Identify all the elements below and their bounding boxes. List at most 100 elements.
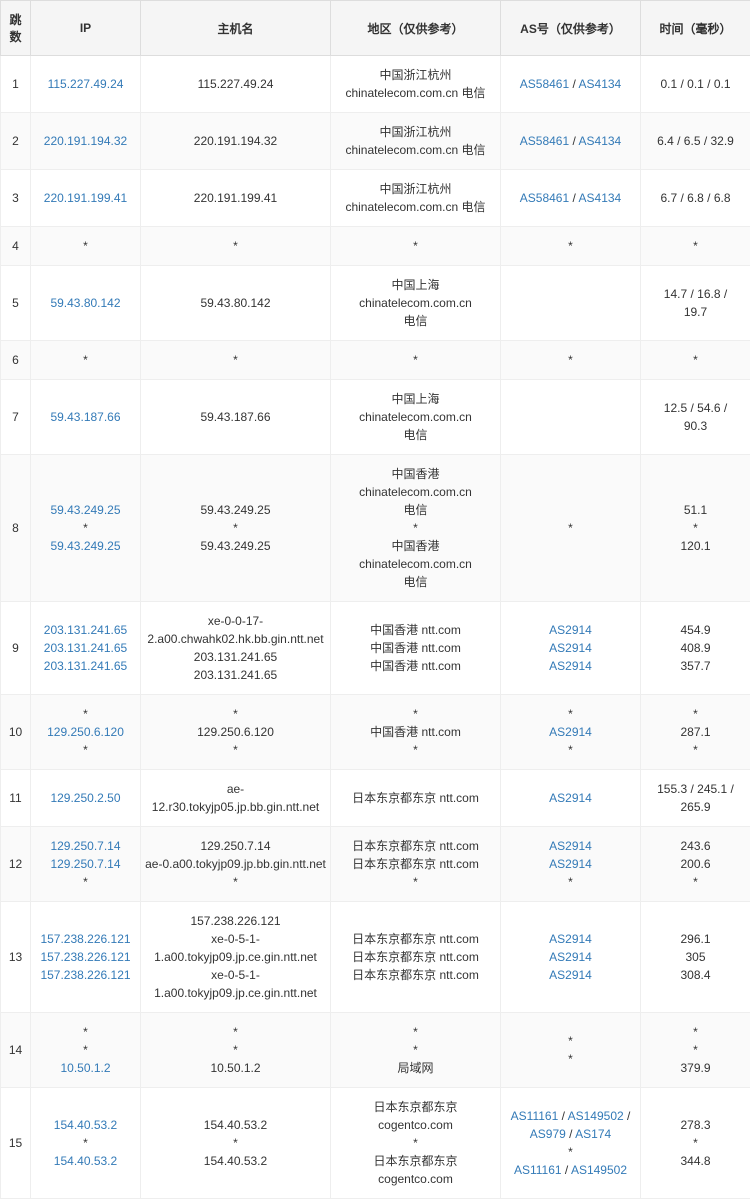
ip-link[interactable]: 157.238.226.121	[40, 968, 130, 982]
cell-as: *	[501, 455, 641, 602]
as-link[interactable]: AS11161	[511, 1109, 559, 1123]
as-link[interactable]: AS2914	[549, 623, 592, 637]
cell-hostname: **10.50.1.2	[141, 1013, 331, 1088]
ip-link[interactable]: 203.131.241.65	[44, 659, 127, 673]
as-link[interactable]: AS2914	[549, 932, 592, 946]
cell-hop: 10	[1, 695, 31, 770]
ip-link[interactable]: 115.227.49.24	[48, 77, 124, 91]
table-row: 1115.227.49.24115.227.49.24中国浙江杭州chinate…	[1, 56, 750, 113]
table-row: 13 157.238.226.121 157.238.226.121 157.238.…	[1, 902, 750, 1013]
as-link[interactable]: AS58461	[520, 77, 569, 91]
cell-region: 日本东京都东京 cogentco.com*日本东京都东京 cogentco.co…	[331, 1088, 501, 1199]
cell-hostname: *	[141, 341, 331, 380]
as-link[interactable]: AS149502	[568, 1109, 624, 1123]
header-time: 时间（毫秒）	[641, 1, 750, 56]
cell-time: 278.3*344.8	[641, 1088, 750, 1199]
cell-time: 6.4 / 6.5 / 32.9	[641, 113, 750, 170]
cell-as	[501, 266, 641, 341]
ip-link[interactable]: 220.191.199.41	[44, 191, 127, 205]
cell-as	[501, 380, 641, 455]
cell-as: AS11161 / AS149502 / AS979 / AS174*AS111…	[501, 1088, 641, 1199]
as-link[interactable]: AS2914	[549, 791, 592, 805]
cell-ip: *129.250.6.120*	[31, 695, 141, 770]
ip-link[interactable]: 154.40.53.2	[54, 1118, 117, 1132]
header-hostname: 主机名	[141, 1, 331, 56]
cell-hop: 8	[1, 455, 31, 602]
cell-ip: 203.131.241.65 203.131.241.65 203.131.241.…	[31, 602, 141, 695]
as-link[interactable]: AS2914	[549, 968, 592, 982]
cell-as: AS58461 / AS4134	[501, 113, 641, 170]
as-link[interactable]: AS58461	[520, 134, 569, 148]
header-as: AS号（仅供参考）	[501, 1, 641, 56]
cell-hostname: 157.238.226.121xe-0-5-1-1.a00.tokyjp09.j…	[141, 902, 331, 1013]
as-link[interactable]: AS2914	[549, 659, 592, 673]
table-row: 12129.250.7.14129.250.7.14*129.250.7.14a…	[1, 827, 750, 902]
cell-time: *	[641, 227, 750, 266]
cell-region: 中国香港 ntt.com中国香港 ntt.com中国香港 ntt.com	[331, 602, 501, 695]
header-row: 跳数 IP 主机名 地区（仅供参考） AS号（仅供参考） 时间（毫秒）	[1, 1, 750, 56]
as-link[interactable]: AS2914	[549, 725, 592, 739]
cell-hostname: 59.43.80.142	[141, 266, 331, 341]
ip-link[interactable]: 157.238.226.121	[40, 950, 130, 964]
header-ip: IP	[31, 1, 141, 56]
ip-link[interactable]: 220.191.194.32	[44, 134, 127, 148]
cell-hostname: 129.250.7.14ae-0.a00.tokyjp09.jp.bb.gin.…	[141, 827, 331, 902]
cell-hostname: 154.40.53.2*154.40.53.2	[141, 1088, 331, 1199]
cell-time: 51.1*120.1	[641, 455, 750, 602]
cell-hop: 3	[1, 170, 31, 227]
as-link[interactable]: AS4134	[579, 134, 622, 148]
ip-link[interactable]: 59.43.249.25	[50, 503, 120, 517]
cell-hostname: xe-0-0-17-2.a00.chwahk02.hk.bb.gin.ntt.n…	[141, 602, 331, 695]
as-link[interactable]: AS2914	[549, 839, 592, 853]
cell-as: AS2914AS2914*	[501, 827, 641, 902]
cell-as: *	[501, 341, 641, 380]
ip-link[interactable]: 129.250.2.50	[50, 791, 120, 805]
cell-hostname: *129.250.6.120*	[141, 695, 331, 770]
as-link[interactable]: AS58461	[520, 191, 569, 205]
ip-link[interactable]: 203.131.241.65	[44, 623, 127, 637]
ip-link[interactable]: 157.238.226.121	[40, 932, 130, 946]
cell-as: AS58461 / AS4134	[501, 170, 641, 227]
as-link[interactable]: AS2914	[549, 641, 592, 655]
ip-link[interactable]: 129.250.7.14	[50, 857, 120, 871]
cell-time: 0.1 / 0.1 / 0.1	[641, 56, 750, 113]
cell-region: 中国上海 chinatelecom.com.cn电信	[331, 266, 501, 341]
cell-region: *中国香港 ntt.com*	[331, 695, 501, 770]
as-link[interactable]: AS11161	[514, 1163, 562, 1177]
as-link[interactable]: AS2914	[549, 950, 592, 964]
cell-ip: 59.43.187.66	[31, 380, 141, 455]
cell-region: 中国浙江杭州chinatelecom.com.cn 电信	[331, 56, 501, 113]
table-row: 559.43.80.14259.43.80.142中国上海 chinatelec…	[1, 266, 750, 341]
as-link[interactable]: AS979	[530, 1127, 566, 1141]
cell-ip: 154.40.53.2*154.40.53.2	[31, 1088, 141, 1199]
ip-link[interactable]: 129.250.6.120	[47, 725, 124, 739]
as-link[interactable]: AS174	[575, 1127, 611, 1141]
as-link[interactable]: AS149502	[571, 1163, 627, 1177]
cell-time: *	[641, 341, 750, 380]
cell-time: *287.1*	[641, 695, 750, 770]
cell-as: AS58461 / AS4134	[501, 56, 641, 113]
as-link[interactable]: AS4134	[579, 77, 622, 91]
cell-hostname: 220.191.194.32	[141, 113, 331, 170]
cell-region: 中国上海 chinatelecom.com.cn电信	[331, 380, 501, 455]
cell-as: AS2914	[501, 770, 641, 827]
ip-link[interactable]: 154.40.53.2	[54, 1154, 117, 1168]
table-row: 3220.191.199.41220.191.199.41中国浙江杭州china…	[1, 170, 750, 227]
cell-region: 日本东京都东京 ntt.com日本东京都东京 ntt.com日本东京都东京 nt…	[331, 902, 501, 1013]
cell-hop: 13	[1, 902, 31, 1013]
cell-time: 243.6200.6*	[641, 827, 750, 902]
table-row: 6*****	[1, 341, 750, 380]
ip-link[interactable]: 59.43.187.66	[50, 410, 120, 424]
ip-link[interactable]: 10.50.1.2	[60, 1061, 110, 1075]
ip-link[interactable]: 59.43.249.25	[50, 539, 120, 553]
cell-region: 中国浙江杭州chinatelecom.com.cn 电信	[331, 113, 501, 170]
cell-hop: 4	[1, 227, 31, 266]
ip-link[interactable]: 59.43.80.142	[50, 296, 120, 310]
ip-link[interactable]: 203.131.241.65	[44, 641, 127, 655]
ip-link[interactable]: 129.250.7.14	[50, 839, 120, 853]
table-row: 10*129.250.6.120**129.250.6.120**中国香港 nt…	[1, 695, 750, 770]
as-link[interactable]: AS4134	[579, 191, 622, 205]
cell-hop: 7	[1, 380, 31, 455]
cell-hop: 12	[1, 827, 31, 902]
as-link[interactable]: AS2914	[549, 857, 592, 871]
